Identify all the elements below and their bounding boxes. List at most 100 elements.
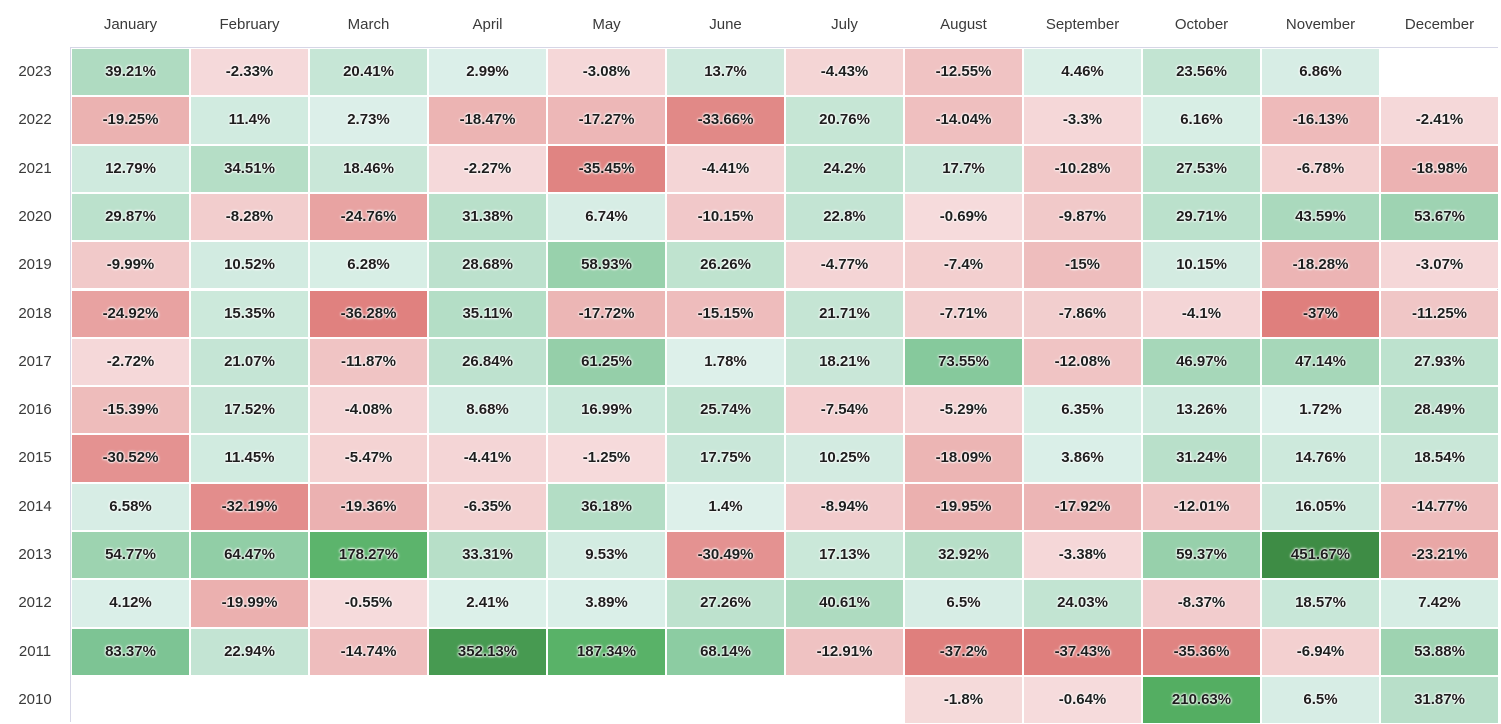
heatmap-cell: 40.61% xyxy=(785,579,904,628)
heatmap-cell: 33.31% xyxy=(428,531,547,580)
heatmap-cell: -3.38% xyxy=(1023,531,1142,580)
heatmap-cell: 7.42% xyxy=(1380,579,1499,628)
heatmap-cell: 6.35% xyxy=(1023,386,1142,435)
heatmap-cell: 3.89% xyxy=(547,579,666,628)
year-label: 2023 xyxy=(18,63,52,80)
heatmap-cell: 11.4% xyxy=(190,96,309,145)
heatmap-cell: 29.71% xyxy=(1142,192,1261,242)
heatmap-cell: -4.41% xyxy=(666,144,785,193)
heatmap-cell: -18.28% xyxy=(1261,241,1380,290)
heatmap-cell: 29.87% xyxy=(71,192,190,242)
heatmap-cell: 83.37% xyxy=(71,627,190,676)
heatmap-cell: 26.26% xyxy=(666,241,785,290)
heatmap-cell: 54.77% xyxy=(71,531,190,580)
heatmap-cell: 22.94% xyxy=(190,627,309,676)
heatmap-cell: 10.15% xyxy=(1142,241,1261,290)
heatmap-cell: -7.71% xyxy=(904,289,1023,338)
heatmap-cell: -18.47% xyxy=(428,96,547,145)
heatmap-cell: 20.76% xyxy=(785,96,904,145)
heatmap-cell: 32.92% xyxy=(904,531,1023,580)
heatmap-cell: -32.19% xyxy=(190,482,309,531)
heatmap-cell: -4.43% xyxy=(785,48,904,97)
heatmap-cell: 6.28% xyxy=(309,241,428,290)
heatmap-cell: -0.64% xyxy=(1023,675,1142,724)
heatmap-cell: 4.46% xyxy=(1023,48,1142,97)
heatmap-cell: 187.34% xyxy=(547,627,666,676)
heatmap-cell: 24.03% xyxy=(1023,579,1142,628)
heatmap-cell: 64.47% xyxy=(190,531,309,580)
month-label: July xyxy=(831,16,858,33)
heatmap-cell: 17.7% xyxy=(904,144,1023,193)
heatmap-cell: 10.25% xyxy=(785,434,904,483)
heatmap-cell: 27.53% xyxy=(1142,144,1261,193)
heatmap-cell: -36.28% xyxy=(309,289,428,338)
heatmap-cell: -12.91% xyxy=(785,627,904,676)
heatmap-cell: 35.11% xyxy=(428,289,547,338)
year-label: 2021 xyxy=(18,159,52,177)
heatmap-cell: 451.67% xyxy=(1261,531,1380,580)
heatmap-cell: 20.41% xyxy=(309,48,428,97)
heatmap-cell: 1.4% xyxy=(666,482,785,531)
heatmap-cell: -35.45% xyxy=(547,144,666,193)
heatmap-cell: -37.2% xyxy=(904,627,1023,676)
month-label: November xyxy=(1285,16,1356,33)
heatmap-cell: -37.43% xyxy=(1023,627,1142,676)
heatmap-cell: 8.68% xyxy=(428,386,547,435)
heatmap-cell xyxy=(71,675,190,724)
heatmap-cell: 28.68% xyxy=(428,241,547,290)
heatmap-cell: 13.7% xyxy=(666,48,785,97)
year-label: 2014 xyxy=(18,497,52,515)
year-label: 2022 xyxy=(18,111,52,129)
month-label: December xyxy=(1404,16,1475,33)
heatmap-cell: -2.27% xyxy=(428,144,547,193)
heatmap-cell: 6.5% xyxy=(904,579,1023,628)
heatmap-cell xyxy=(428,675,547,724)
heatmap-cell: 17.75% xyxy=(666,434,785,483)
month-label: August xyxy=(940,16,987,33)
heatmap-cell: -11.87% xyxy=(309,337,428,387)
heatmap-cell: 59.37% xyxy=(1142,531,1261,580)
heatmap-cell: -9.99% xyxy=(71,241,190,290)
heatmap-cell: -6.94% xyxy=(1261,627,1380,676)
heatmap-cell: 18.21% xyxy=(785,337,904,387)
heatmap-cell: 2.99% xyxy=(428,48,547,97)
heatmap-cell: -19.95% xyxy=(904,482,1023,531)
heatmap-cell: 43.59% xyxy=(1261,192,1380,242)
year-label: 2013 xyxy=(18,546,52,563)
heatmap-cell: -12.08% xyxy=(1023,337,1142,387)
heatmap-cell: -17.72% xyxy=(547,289,666,338)
heatmap-cell: 12.79% xyxy=(71,144,190,193)
heatmap-cell: -5.29% xyxy=(904,386,1023,435)
month-label: February xyxy=(219,16,280,33)
month-label: May xyxy=(592,16,621,33)
heatmap-cell: -10.28% xyxy=(1023,144,1142,193)
month-label: April xyxy=(472,16,503,33)
heatmap-cell: -11.25% xyxy=(1380,289,1499,338)
heatmap-cell: -35.36% xyxy=(1142,627,1261,676)
heatmap-cell: -18.09% xyxy=(904,434,1023,483)
heatmap-cell: -3.3% xyxy=(1023,96,1142,145)
heatmap-cell: 18.57% xyxy=(1261,579,1380,628)
heatmap-cell: -24.92% xyxy=(71,289,190,338)
heatmap-cell: -6.35% xyxy=(428,482,547,531)
heatmap-cell: -15.39% xyxy=(71,386,190,435)
heatmap-cell: -1.25% xyxy=(547,434,666,483)
heatmap-cell: 13.26% xyxy=(1142,386,1261,435)
heatmap-cell: -14.77% xyxy=(1380,482,1499,531)
heatmap-cell: 9.53% xyxy=(547,531,666,580)
heatmap-cell: 4.12% xyxy=(71,579,190,628)
heatmap-cell: 352.13% xyxy=(428,627,547,676)
year-label: 2012 xyxy=(18,594,52,612)
heatmap-cell xyxy=(309,675,428,724)
heatmap-cell: -6.78% xyxy=(1261,144,1380,193)
heatmap-cell: 210.63% xyxy=(1142,675,1261,724)
heatmap-cell: -37% xyxy=(1261,289,1380,338)
heatmap-cell: 2.73% xyxy=(309,96,428,145)
year-label: 2020 xyxy=(18,207,52,225)
heatmap-cell: -7.86% xyxy=(1023,289,1142,338)
month-label: October xyxy=(1174,16,1229,33)
year-label: 2016 xyxy=(18,401,52,419)
heatmap-cell: 21.07% xyxy=(190,337,309,387)
heatmap-cell: -15% xyxy=(1023,241,1142,290)
